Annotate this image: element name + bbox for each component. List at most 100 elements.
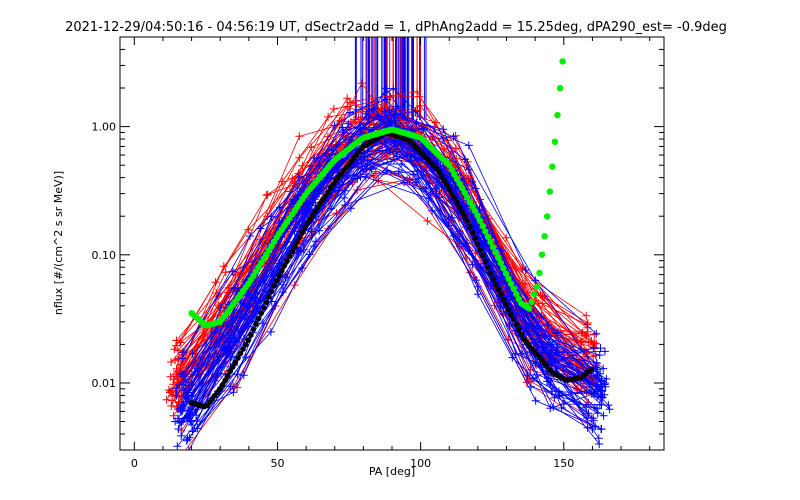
- blue-series-marker: [595, 351, 604, 360]
- black-fit-dot: [487, 270, 494, 276]
- green-fit-dot: [551, 138, 559, 145]
- blue-series-marker: [474, 290, 482, 299]
- red-series-marker: [416, 101, 425, 110]
- blue-series-marker: [298, 215, 307, 224]
- black-fit-dot: [284, 258, 290, 264]
- red-series-marker: [168, 396, 176, 405]
- blue-series-marker: [216, 369, 225, 378]
- green-fit-dot: [477, 217, 484, 225]
- blue-series-marker: [172, 391, 181, 400]
- red-series-marker: [262, 191, 271, 200]
- blue-series-marker: [589, 343, 598, 352]
- blue-series-marker: [411, 107, 420, 116]
- blue-series-marker: [400, 178, 409, 187]
- red-series-marker: [587, 337, 596, 346]
- blue-series-marker: [232, 337, 240, 346]
- blue-series-marker: [534, 322, 543, 331]
- y-tick-label: 0.01: [92, 377, 117, 390]
- red-series-marker: [357, 79, 366, 88]
- black-fit-dot: [268, 288, 275, 295]
- green-fit-dot: [554, 111, 561, 119]
- blue-series-marker: [586, 377, 594, 386]
- green-fit-dot: [482, 228, 489, 235]
- black-fit-dot: [266, 294, 272, 300]
- black-fit-dot: [294, 239, 301, 245]
- blue-series-marker: [602, 374, 611, 383]
- blue-series-marker: [605, 405, 614, 414]
- blue-series-marker: [592, 358, 601, 367]
- blue-series-marker: [188, 349, 197, 358]
- blue-series-marker: [546, 380, 555, 389]
- blue-series-marker: [543, 374, 552, 383]
- red-series-marker: [581, 331, 590, 340]
- black-fit-dot: [227, 368, 233, 375]
- red-series-line: [185, 179, 590, 450]
- black-fit-dot: [240, 346, 246, 352]
- black-fit-dot: [235, 355, 241, 361]
- red-series-marker: [536, 291, 545, 300]
- black-fit-dot: [495, 286, 502, 293]
- red-series-marker: [176, 338, 185, 347]
- blue-series-marker: [473, 282, 482, 291]
- blue-series-marker: [583, 414, 592, 422]
- blue-series-marker: [512, 311, 521, 320]
- red-series-marker: [211, 278, 220, 287]
- black-fit-dot: [271, 283, 277, 289]
- blue-series-marker: [360, 152, 369, 161]
- series-group: [162, 37, 614, 450]
- blue-series-marker: [529, 374, 537, 383]
- black-fit-dot: [273, 277, 280, 284]
- green-fit-dot: [489, 244, 497, 251]
- black-fit-dot: [480, 252, 486, 259]
- blue-series-marker: [266, 327, 275, 336]
- blue-series-marker: [298, 264, 307, 273]
- green-fit-dot: [559, 58, 566, 65]
- blue-series-marker: [591, 363, 600, 372]
- blue-series-marker: [599, 411, 608, 420]
- green-fit-dot: [531, 291, 538, 298]
- red-series-marker: [582, 311, 591, 320]
- black-fit-dot: [253, 321, 259, 327]
- green-fit-dot: [484, 233, 492, 240]
- black-fit-dot: [250, 326, 257, 333]
- blue-series-marker: [463, 239, 472, 248]
- blue-series-marker: [179, 370, 187, 379]
- black-fit-dot: [503, 301, 509, 308]
- blue-series-marker: [171, 417, 180, 426]
- black-fit-dot: [467, 224, 473, 230]
- blue-series-marker: [559, 400, 568, 408]
- red-series-marker: [415, 92, 424, 101]
- black-fit-dot: [291, 243, 298, 250]
- black-fit-dot: [222, 377, 228, 384]
- blue-series-marker: [524, 322, 533, 331]
- blue-series-marker: [390, 110, 399, 119]
- blue-series-marker: [307, 227, 316, 236]
- blue-series-marker: [544, 340, 553, 349]
- blue-series-marker: [598, 393, 607, 402]
- black-fit-dot: [508, 311, 514, 318]
- blue-series-marker: [341, 201, 349, 210]
- blue-series-marker: [246, 232, 254, 240]
- blue-series-marker: [346, 108, 354, 117]
- y-tick-label: 0.10: [92, 249, 117, 262]
- blue-series-marker: [392, 147, 400, 156]
- blue-series-marker: [267, 212, 276, 221]
- blue-series-marker: [390, 141, 399, 150]
- blue-series-marker: [229, 388, 238, 397]
- blue-series-marker: [246, 293, 255, 302]
- x-tick-label: 100: [410, 457, 431, 470]
- black-fit-dot: [260, 304, 267, 311]
- blue-series-marker: [439, 134, 447, 143]
- blue-series-marker: [250, 296, 259, 305]
- red-series-marker: [165, 388, 174, 397]
- blue-series-marker: [472, 276, 480, 285]
- black-fit-dot: [516, 326, 522, 333]
- green-fit-dot: [556, 85, 564, 92]
- blue-series-marker: [180, 386, 188, 395]
- black-fit-dot: [443, 182, 450, 188]
- red-series-marker: [298, 161, 307, 170]
- blue-series-marker: [597, 425, 606, 434]
- blue-series-marker: [226, 382, 235, 391]
- blue-series-marker: [592, 367, 601, 376]
- blue-series-marker: [330, 121, 339, 130]
